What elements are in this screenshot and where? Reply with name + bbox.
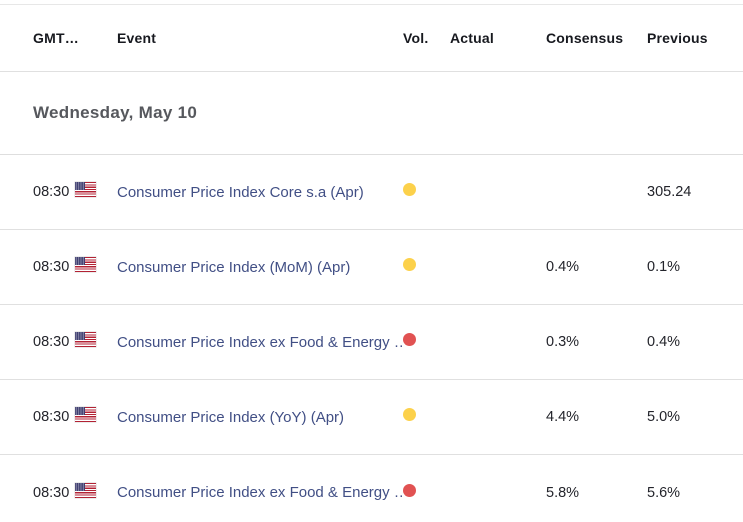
event-time: 08:30: [33, 259, 70, 275]
event-link[interactable]: Consumer Price Index ex Food & Energy …: [117, 333, 403, 351]
column-header-gmt[interactable]: GMT…: [33, 30, 79, 46]
volatility-dot-icon: [403, 408, 416, 421]
volatility-dot-icon: [403, 258, 416, 271]
previous-value: 5.6%: [647, 484, 681, 501]
event-link[interactable]: Consumer Price Index ex Food & Energy …: [117, 484, 403, 501]
calendar-event-row[interactable]: 08:30 Consumer Price Index (MoM) (Apr) 0…: [0, 230, 743, 305]
consensus-value: 0.4%: [546, 259, 580, 275]
event-link[interactable]: Consumer Price Index Core s.a (Apr): [117, 183, 364, 201]
us-flag-icon: [75, 182, 96, 197]
column-header-actual: Actual: [450, 30, 494, 46]
date-header: Wednesday, May 10: [33, 103, 198, 122]
calendar-rows: 08:30 Consumer Price Index Core s.a (Apr…: [0, 155, 743, 518]
calendar-event-row[interactable]: 08:30 Consumer Price Index (YoY) (Apr) 4…: [0, 380, 743, 455]
previous-value: 0.4%: [647, 334, 681, 350]
consensus-value: 5.8%: [546, 484, 580, 501]
consensus-value: 0.3%: [546, 334, 580, 350]
column-header-vol: Vol.: [403, 30, 429, 46]
event-time: 08:30: [33, 184, 70, 200]
event-time: 08:30: [33, 409, 70, 425]
date-header-row: Wednesday, May 10: [0, 72, 743, 155]
volatility-dot-icon: [403, 333, 416, 346]
column-header-consensus: Consensus: [546, 30, 624, 46]
previous-value: 305.24: [647, 184, 692, 200]
calendar-header-row: GMT… Event Vol. Actual Consensus Previou…: [0, 5, 743, 72]
event-link[interactable]: Consumer Price Index (YoY) (Apr): [117, 408, 345, 426]
calendar-event-row[interactable]: 08:30 Consumer Price Index ex Food & Ene…: [0, 305, 743, 380]
consensus-value: 4.4%: [546, 409, 580, 425]
calendar-event-row[interactable]: 08:30 Consumer Price Index Core s.a (Apr…: [0, 155, 743, 230]
previous-value: 0.1%: [647, 259, 681, 275]
volatility-dot-icon: [403, 483, 416, 497]
us-flag-icon: [75, 407, 96, 422]
us-flag-icon: [75, 482, 96, 498]
previous-value: 5.0%: [647, 409, 681, 425]
column-header-event: Event: [117, 30, 157, 46]
calendar-event-row[interactable]: 08:30 Consumer Price Index ex Food & Ene…: [0, 455, 743, 518]
us-flag-icon: [75, 257, 96, 272]
us-flag-icon: [75, 332, 96, 347]
event-time: 08:30: [33, 334, 70, 350]
volatility-dot-icon: [403, 183, 416, 196]
column-header-previous: Previous: [647, 30, 708, 46]
event-link[interactable]: Consumer Price Index (MoM) (Apr): [117, 258, 351, 276]
economic-calendar-table: GMT… Event Vol. Actual Consensus Previou…: [0, 4, 743, 518]
event-time: 08:30: [33, 484, 70, 501]
